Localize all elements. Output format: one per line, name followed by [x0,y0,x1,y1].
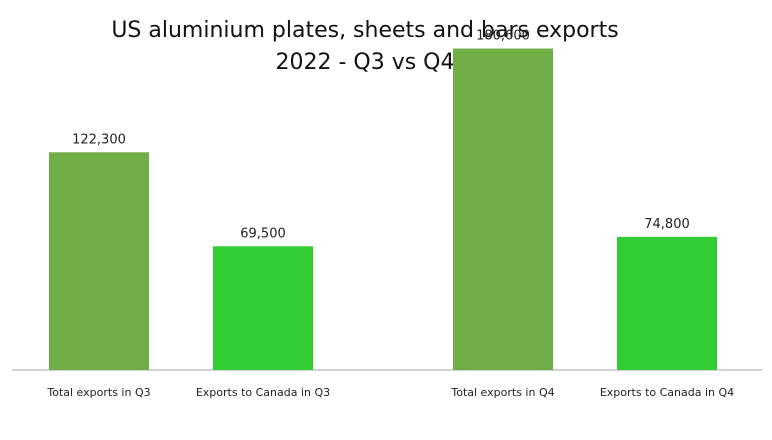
category-label-2: Exports to Canada in Q3 [196,386,330,399]
bar-1 [49,152,149,370]
chart-subtitle: 2022 - Q3 vs Q4 [275,50,455,75]
data-label-3: 180,600 [476,29,530,44]
bar-2 [213,246,313,370]
bar-4 [617,236,717,370]
category-label-4: Exports to Canada in Q4 [600,386,734,399]
data-label-2: 69,500 [240,226,286,241]
chart-title: US aluminium plates, sheets and bars exp… [111,18,619,43]
bar-3 [453,48,553,370]
category-label-1: Total exports in Q3 [46,386,150,399]
data-label-4: 74,800 [644,217,690,232]
category-label-3: Total exports in Q4 [450,386,554,399]
data-label-1: 122,300 [72,132,126,147]
